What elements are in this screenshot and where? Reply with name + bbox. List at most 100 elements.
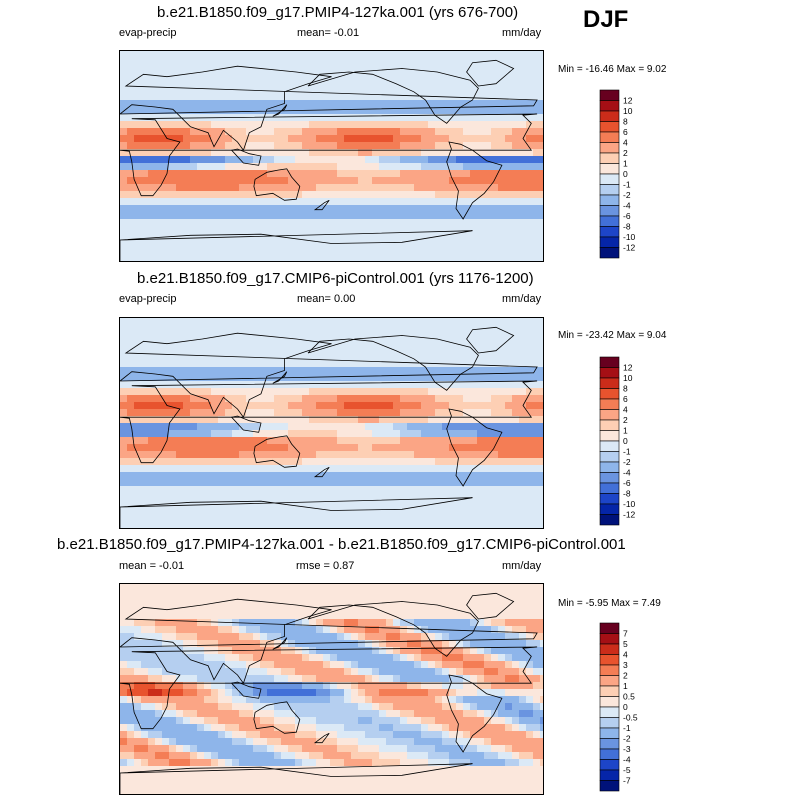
map-cell [127, 353, 135, 361]
map-cell [183, 58, 191, 66]
map-cell [351, 360, 359, 368]
map-cell [197, 416, 205, 424]
map-cell [372, 710, 380, 718]
map-cell [435, 500, 443, 508]
map-cell [246, 79, 254, 87]
map-cell [372, 135, 380, 143]
map-cell [505, 668, 513, 676]
map-cell [225, 226, 233, 234]
map-cell [204, 472, 212, 480]
map-cell [421, 360, 429, 368]
colorbar-box [599, 247, 620, 259]
map-cell [190, 240, 198, 248]
map-cell [197, 661, 205, 669]
map-cell [526, 86, 534, 94]
map-cell [421, 177, 429, 185]
map-cell [246, 598, 254, 606]
map-cell [169, 584, 177, 592]
map-cell [414, 226, 422, 234]
map-cell [295, 633, 303, 641]
map-cell [267, 710, 275, 718]
map-cell [134, 51, 142, 59]
map-cell [400, 135, 408, 143]
map-cell [484, 689, 492, 697]
map-cell [330, 247, 338, 255]
map-cell [169, 640, 177, 648]
map-cell [484, 409, 492, 417]
map-cell [505, 605, 513, 613]
map-cell [393, 451, 401, 459]
map-cell [267, 430, 275, 438]
map-cell [351, 500, 359, 508]
map-cell [393, 353, 401, 361]
map-cell [211, 479, 219, 487]
map-cell [246, 325, 254, 333]
map-cell [512, 381, 520, 389]
map-cell [372, 177, 380, 185]
map-cell [386, 381, 394, 389]
map-cell [120, 247, 128, 255]
map-cell [463, 605, 471, 613]
map-cell [197, 212, 205, 220]
map-cell [505, 710, 513, 718]
map-cell [498, 332, 506, 340]
map-cell [141, 668, 149, 676]
map-cell [225, 591, 233, 599]
map-cell [449, 346, 457, 354]
map-cell [435, 521, 443, 528]
map-cell [281, 353, 289, 361]
map-cell [197, 409, 205, 417]
map-cell [386, 191, 394, 199]
map-cell [337, 605, 345, 613]
map-cell [470, 696, 478, 704]
map-cell [540, 619, 543, 627]
map-cell [351, 374, 359, 382]
map-cell [141, 233, 149, 241]
map-cell [365, 584, 373, 592]
map-cell [470, 430, 478, 438]
map-cell [197, 58, 205, 66]
map-cell [512, 107, 520, 115]
map-cell [358, 254, 366, 261]
map-cell [400, 114, 408, 122]
map-cell [421, 479, 429, 487]
map-cell [379, 135, 387, 143]
map-cell [379, 507, 387, 515]
map-cell [239, 149, 247, 157]
map-cell [120, 191, 128, 199]
map-cell [372, 107, 380, 115]
map-cell [533, 710, 541, 718]
map-cell [162, 605, 170, 613]
map-cell [218, 170, 226, 178]
map-cell [351, 514, 359, 522]
map-cell [148, 114, 156, 122]
map-cell [435, 423, 443, 431]
map-cell [344, 254, 352, 261]
map-cell [288, 318, 296, 326]
map-cell [407, 100, 415, 108]
map-cell [274, 409, 282, 417]
map-cell [540, 367, 543, 375]
map-cell [295, 247, 303, 255]
map-cell [316, 423, 324, 431]
map-cell [407, 86, 415, 94]
map-cell [260, 346, 268, 354]
map-cell [232, 654, 240, 662]
map-cell [127, 668, 135, 676]
map-cell [435, 339, 443, 347]
map-cell [120, 619, 128, 627]
map-cell [526, 381, 534, 389]
map-cell [463, 458, 471, 466]
colorbar-tick-label: -12 [623, 243, 636, 253]
map-cell [519, 696, 527, 704]
map-cell [435, 198, 443, 206]
map-cell [162, 93, 170, 101]
map-cell [134, 493, 142, 501]
map-cell [288, 514, 296, 522]
map-cell [407, 240, 415, 248]
map-cell [365, 479, 373, 487]
map-cell [211, 254, 219, 261]
map-cell [386, 598, 394, 606]
map-cell [393, 661, 401, 669]
map-cell [309, 318, 317, 326]
